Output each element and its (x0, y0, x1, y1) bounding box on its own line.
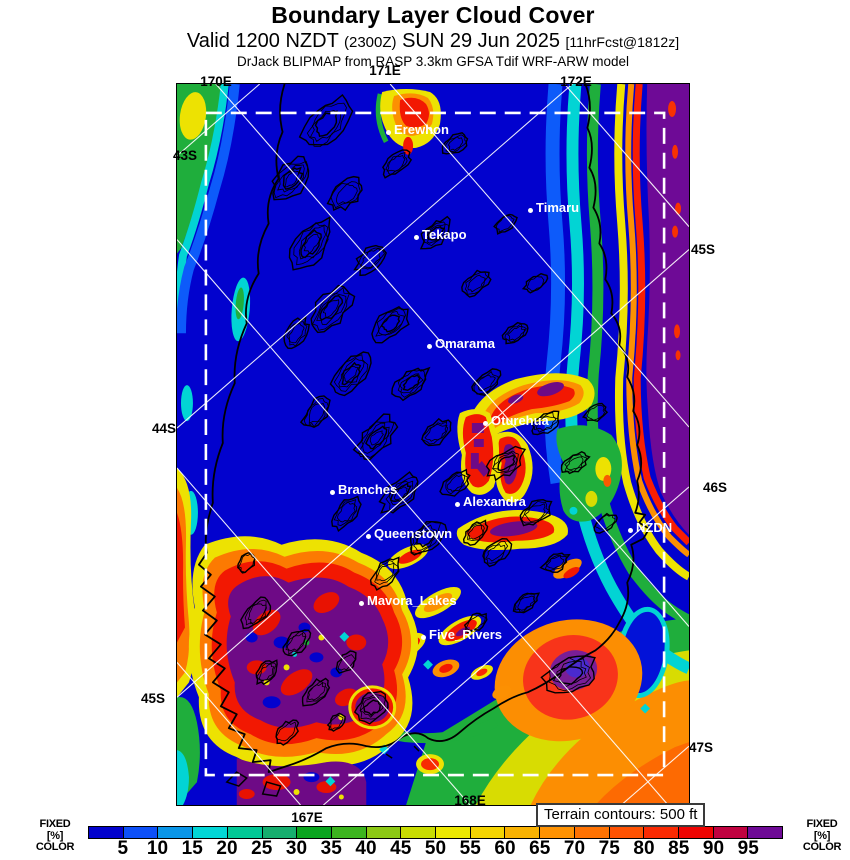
colorbar-side-label-left: FIXED [%] COLOR (35, 818, 75, 853)
colorbar-tick-95: 95 (737, 838, 759, 859)
grid-label-167e: 167E (291, 810, 323, 825)
place-label: Alexandra (463, 494, 526, 509)
colorbar-segment-19 (748, 827, 783, 838)
colorbar-segment-8 (366, 827, 402, 838)
colorbar-segment-17 (678, 827, 714, 838)
place-dot (628, 528, 633, 533)
place-label: Queenstown (374, 526, 453, 541)
cloud-cover-map: Erewhon Timaru Tekapo Omarama Oturehua Branch… (176, 83, 690, 806)
grid-label-170e: 170E (200, 74, 232, 89)
valid-time: Valid 1200 NZDT (186, 30, 339, 52)
place-label: Omarama (435, 336, 495, 351)
colorbar-side-label-right: FIXED [%] COLOR (802, 818, 842, 853)
place-dot (528, 208, 533, 213)
colorbar-segment-5 (262, 827, 298, 838)
place-dot (359, 601, 364, 606)
colorbar-tick-70: 70 (563, 838, 586, 859)
place-label: Timaru (536, 200, 580, 215)
colorbar-segment-3 (193, 827, 228, 838)
place-label: Mavora_Lakes (367, 593, 457, 608)
place-label: Oturehua (491, 413, 549, 428)
grid-label-44s: 44S (151, 421, 177, 436)
graticule-lines (177, 84, 689, 805)
valid-zulu: (2300Z) (344, 34, 397, 51)
colorbar-segment-0 (89, 827, 124, 838)
coastline (198, 84, 651, 773)
place-label: Branches (338, 482, 398, 497)
place-dot (330, 490, 335, 495)
colorbar-tick-10: 10 (146, 838, 169, 859)
model-line: DrJack BLIPMAP from RASP 3.3km GFSA Tdif… (236, 54, 630, 69)
place-dot (427, 344, 432, 349)
forecast-tag: [11hrFcst@1812z] (565, 34, 680, 50)
grid-label-45s: 45S (140, 691, 166, 706)
colorbar-tick-85: 85 (668, 838, 690, 859)
grid-label-45s: 45S (690, 242, 716, 257)
grid-label-47s: 47S (688, 740, 714, 755)
colorbar-segment-18 (713, 827, 749, 838)
place-label: Erewhon (394, 122, 449, 137)
grid-label-171e: 171E (369, 63, 401, 78)
terrain-note: Terrain contours: 500 ft (536, 803, 706, 827)
colorbar-tick-65: 65 (529, 838, 551, 859)
colorbar-segment-2 (158, 827, 194, 838)
colorbar-segment-16 (644, 827, 679, 838)
grid-label-46s: 46S (702, 480, 728, 495)
colorbar-tick-45: 45 (390, 838, 412, 859)
colorbar-tick-75: 75 (598, 838, 620, 859)
colorbar-tick-15: 15 (181, 838, 203, 859)
place-label: Tekapo (422, 227, 467, 242)
colorbar-tick-90: 90 (702, 838, 725, 859)
valid-date: SUN 29 Jun 2025 (402, 30, 560, 52)
colorbar-tick-50: 50 (424, 838, 447, 859)
place-label: NZDN (636, 520, 673, 535)
colorbar-segment-4 (227, 827, 263, 838)
colorbar-segment-11 (470, 827, 506, 838)
terrain-contours (237, 94, 618, 746)
colorbar-tick-35: 35 (320, 838, 342, 859)
colorbar-tick-5: 5 (117, 838, 129, 859)
place-dot (414, 235, 419, 240)
valid-line: Valid 1200 NZDT (2300Z) SUN 29 Jun 2025 … (16, 30, 850, 53)
colorbar-segment-15 (609, 827, 645, 838)
grid-label-43s: 43S (172, 148, 198, 163)
domain-boundary (204, 111, 666, 777)
colorbar-segment-10 (436, 827, 471, 838)
colorbar-tick-60: 60 (494, 838, 516, 859)
colorbar-tick-20: 20 (216, 838, 238, 859)
place-dot (483, 421, 488, 426)
colorbar (88, 826, 783, 839)
colorbar-tick-30: 30 (285, 838, 308, 859)
grid-label-172e: 172E (560, 74, 592, 89)
colorbar-segment-13 (540, 827, 575, 838)
header: Boundary Layer Cloud Cover Valid 1200 NZ… (16, 2, 850, 69)
place-dot (386, 130, 391, 135)
place-dot (366, 534, 371, 539)
page-title: Boundary Layer Cloud Cover (271, 2, 595, 28)
place-dot (455, 502, 460, 507)
map-canvas (177, 84, 689, 805)
grid-label-168e: 168E (454, 793, 486, 808)
colorbar-tick-25: 25 (251, 838, 273, 859)
place-dot (421, 635, 426, 640)
colorbar-tick-40: 40 (355, 838, 377, 859)
place-label: Five_Rivers (429, 627, 502, 642)
colorbar-tick-80: 80 (633, 838, 655, 859)
colorbar-segment-7 (331, 827, 367, 838)
colorbar-segment-1 (123, 827, 159, 838)
colorbar-segment-14 (574, 827, 610, 838)
colorbar-segment-12 (505, 827, 541, 838)
colorbar-segment-6 (297, 827, 332, 838)
colorbar-segment-9 (401, 827, 437, 838)
colorbar-tick-55: 55 (459, 838, 481, 859)
